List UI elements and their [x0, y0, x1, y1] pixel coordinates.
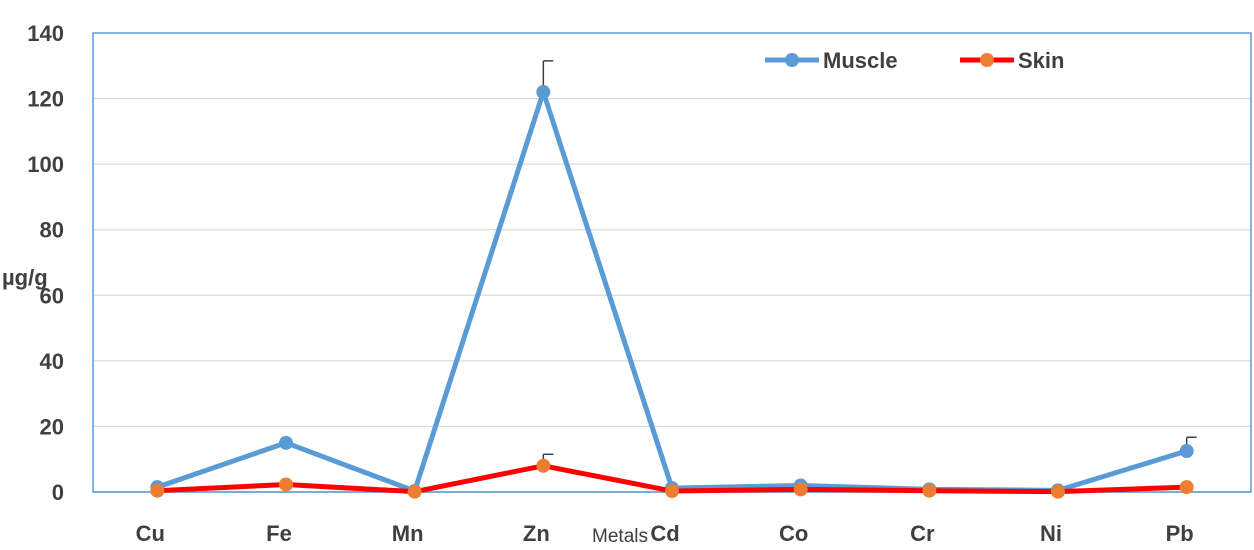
series-layer	[150, 60, 1197, 499]
legend-marker	[980, 53, 994, 67]
data-point	[536, 85, 551, 100]
y-axis-ticks: 0 20 40 60 80 100 120 140	[27, 21, 64, 505]
x-axis-ticks: Cu Fe Mn Zn Cd Co Cr Ni Pb	[136, 521, 1194, 546]
data-point	[279, 477, 293, 492]
legend-item-skin: Skin	[960, 48, 1064, 73]
x-tick-label: Cu	[136, 521, 165, 546]
data-point	[922, 483, 937, 498]
data-point	[1179, 480, 1194, 495]
data-point	[279, 435, 293, 450]
data-point	[665, 484, 679, 499]
x-tick-label: Ni	[1040, 521, 1062, 546]
legend-label: Skin	[1018, 48, 1064, 73]
y-tick-label: 40	[40, 349, 64, 374]
legend-label: Muscle	[823, 48, 898, 73]
y-tick-label: 120	[27, 87, 64, 112]
x-tick-label: Zn	[523, 521, 550, 546]
x-tick-label: Mn	[392, 521, 424, 546]
y-tick-label: 0	[52, 480, 64, 505]
x-axis-label: Metals	[592, 526, 648, 547]
y-tick-label: 140	[27, 21, 64, 46]
x-tick-label: Fe	[266, 521, 292, 546]
legend: Muscle Skin	[765, 48, 1064, 73]
data-point	[1179, 444, 1194, 459]
data-point	[407, 484, 422, 499]
data-point	[1051, 484, 1065, 499]
x-tick-label: Co	[779, 521, 808, 546]
data-point	[536, 458, 551, 473]
legend-item-muscle: Muscle	[765, 48, 898, 73]
y-tick-label: 60	[40, 283, 64, 308]
series-skin	[150, 453, 1194, 499]
x-tick-label: Pb	[1166, 521, 1194, 546]
data-point	[150, 483, 165, 498]
x-tick-label: Cr	[910, 521, 935, 546]
y-tick-label: 20	[40, 414, 64, 439]
y-axis-label: µg/g	[2, 265, 48, 290]
x-tick-label: Cd	[650, 521, 679, 546]
y-tick-label: 80	[40, 218, 64, 243]
legend-marker	[785, 53, 799, 67]
data-point	[793, 482, 808, 497]
y-tick-label: 100	[27, 152, 64, 177]
